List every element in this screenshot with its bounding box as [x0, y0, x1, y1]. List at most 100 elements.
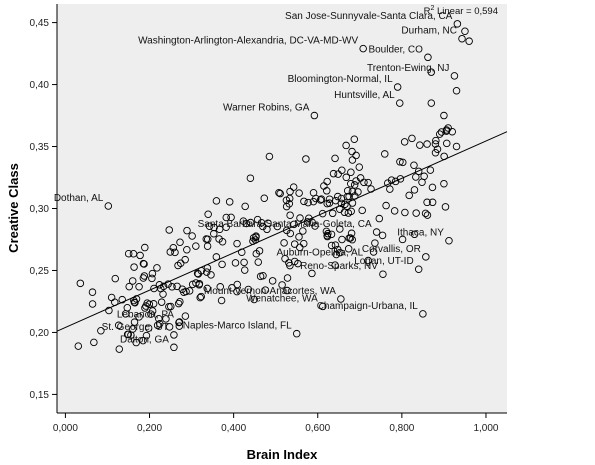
point-label: St. George, UT	[102, 322, 169, 333]
data-point	[309, 188, 318, 197]
data-point	[405, 191, 413, 200]
point-label: Naples-Marco Island, FL	[183, 321, 292, 332]
data-point	[260, 194, 269, 202]
data-point	[173, 282, 181, 291]
data-point	[300, 197, 308, 206]
data-point	[296, 214, 304, 222]
data-point	[168, 283, 176, 291]
data-point	[150, 284, 158, 293]
data-point	[171, 248, 179, 257]
point-label: Dothan, AL	[54, 193, 104, 204]
y-tick-label: 0,35	[30, 142, 50, 153]
y-axis-ticks: 0,15 0,20 0,25 0,30 0,35 0,40 0,45	[30, 18, 57, 401]
data-point	[441, 203, 450, 211]
data-point	[148, 269, 157, 278]
data-point	[325, 195, 334, 203]
data-point	[350, 135, 359, 144]
data-point	[286, 261, 294, 270]
data-point	[358, 206, 366, 215]
data-point	[218, 237, 227, 246]
data-point	[204, 210, 212, 218]
point-label: Auburn-Opelika, AL	[276, 248, 363, 259]
x-tick-label: 0,800	[389, 423, 414, 434]
data-point	[453, 20, 462, 28]
data-point	[416, 141, 424, 149]
point-label: Lebanon, PA	[117, 310, 174, 321]
data-point	[139, 336, 147, 345]
data-point	[295, 233, 303, 241]
data-point	[140, 260, 148, 268]
plot-background	[57, 4, 507, 413]
data-point	[157, 298, 166, 306]
data-point	[329, 169, 338, 178]
data-point	[461, 27, 469, 36]
data-point	[125, 282, 133, 291]
data-point	[372, 228, 381, 236]
data-point	[426, 166, 435, 174]
data-point	[445, 236, 453, 245]
data-point	[423, 211, 432, 219]
data-point	[419, 310, 427, 318]
data-point	[188, 232, 196, 240]
data-point	[450, 72, 459, 80]
data-point	[308, 269, 316, 278]
data-point	[283, 286, 291, 295]
y-tick-label: 0,30	[30, 204, 50, 215]
data-point	[465, 37, 473, 45]
data-point	[202, 268, 211, 276]
data-point	[340, 208, 349, 217]
data-point	[359, 44, 367, 53]
data-point	[216, 283, 224, 291]
data-point	[162, 315, 170, 323]
data-point	[281, 255, 289, 263]
data-point	[396, 158, 404, 166]
data-point	[316, 196, 325, 204]
data-point	[336, 225, 344, 233]
data-point	[205, 222, 214, 230]
data-point	[130, 263, 138, 271]
data-point	[414, 265, 423, 273]
data-point	[155, 314, 163, 323]
point-label: Bloomington-Normal, IL	[288, 74, 393, 85]
data-point	[344, 245, 353, 253]
data-point	[144, 324, 153, 332]
data-point	[431, 140, 440, 148]
data-point	[371, 239, 379, 247]
data-point	[332, 250, 341, 259]
data-point	[185, 287, 194, 295]
data-point	[378, 231, 387, 240]
data-point	[331, 261, 339, 269]
data-point	[410, 161, 418, 170]
y-axis-title: Creative Class	[6, 163, 21, 253]
data-point	[396, 175, 405, 183]
fit-label: R2 Linear = 0,594	[424, 5, 498, 17]
data-point	[265, 152, 274, 161]
data-point	[401, 208, 409, 217]
point-label: Washington-Arlington-Alexandria, DC-VA-M…	[138, 36, 358, 47]
data-point	[356, 174, 365, 182]
data-point	[123, 330, 132, 339]
data-point	[440, 111, 448, 120]
data-point	[354, 188, 362, 196]
data-point	[130, 318, 139, 326]
y-tick-label: 0,25	[30, 266, 50, 277]
data-point	[364, 256, 372, 265]
data-point	[448, 127, 456, 136]
data-point	[342, 173, 351, 182]
data-point	[183, 246, 191, 254]
x-axis-title: Brain Index	[247, 447, 319, 462]
data-point	[88, 288, 97, 296]
data-point	[159, 282, 168, 291]
data-point	[250, 295, 258, 304]
data-point	[276, 189, 284, 198]
data-point	[241, 202, 249, 211]
data-point	[410, 230, 419, 239]
data-point	[296, 243, 304, 252]
data-point	[420, 172, 428, 181]
data-point	[432, 136, 440, 145]
data-point	[286, 211, 294, 219]
data-point	[196, 293, 204, 302]
data-point	[323, 177, 331, 186]
point-label: Boulder, CO	[368, 44, 423, 55]
data-point	[203, 235, 212, 244]
